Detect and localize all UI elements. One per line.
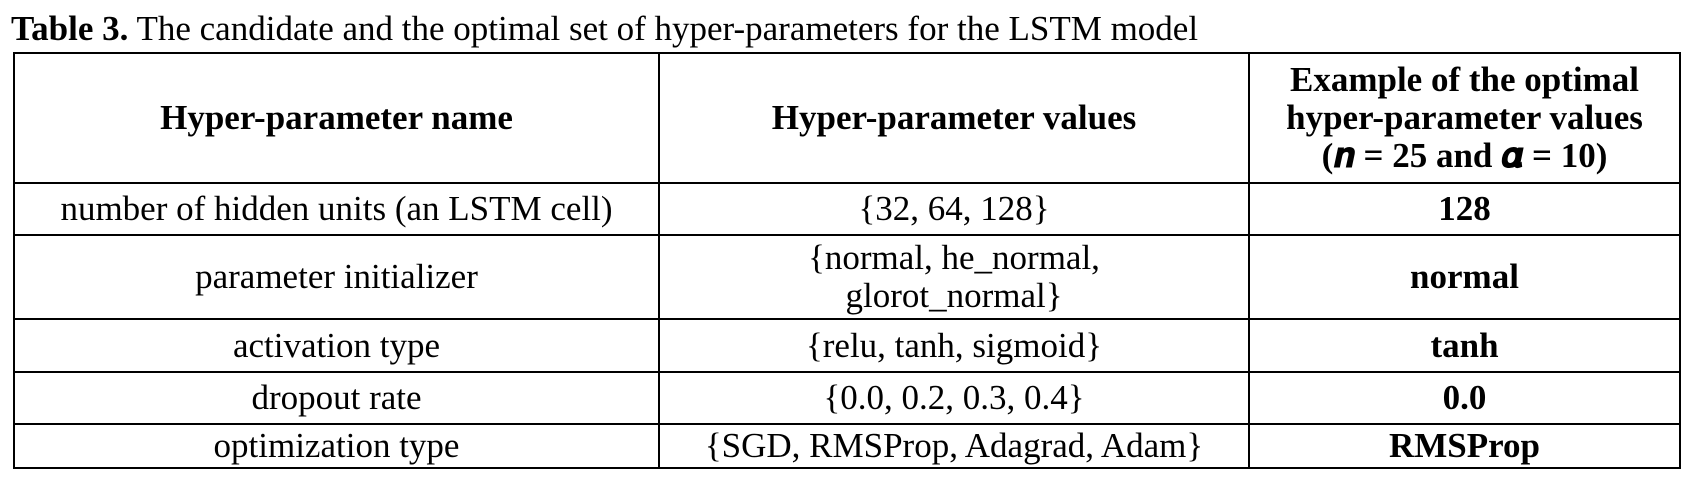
table-row: optimization type {SGD, RMSProp, Adagrad… <box>13 423 1681 469</box>
cell-values: {SGD, RMSProp, Adagrad, Adam} <box>658 423 1250 469</box>
cell-optimal: RMSProp <box>1248 423 1681 469</box>
header-optimal-line2: hyper-parameter values <box>1286 98 1643 137</box>
cell-name: optimization type <box>13 423 660 469</box>
cell-optimal: 0.0 <box>1248 371 1681 425</box>
header-optimal: Example of the optimal hyper-parameter v… <box>1248 52 1681 184</box>
cell-name: parameter initializer <box>13 234 660 320</box>
cell-values: {0.0, 0.2, 0.3, 0.4} <box>658 371 1250 425</box>
header-optimal-line3: (𝒏 = 25 and 𝜶 = 10) <box>1321 136 1608 175</box>
header-name: Hyper-parameter name <box>13 52 660 184</box>
header-values: Hyper-parameter values <box>658 52 1250 184</box>
cell-values: {normal, he_normal, glorot_normal} <box>658 234 1250 320</box>
table-row: activation type {relu, tanh, sigmoid} ta… <box>13 318 1681 373</box>
cell-name: activation type <box>13 318 660 373</box>
table-row: parameter initializer {normal, he_normal… <box>13 234 1681 320</box>
cell-optimal: tanh <box>1248 318 1681 373</box>
table-row: number of hidden units (an LSTM cell) {3… <box>13 182 1681 236</box>
table-header-row: Hyper-parameter name Hyper-parameter val… <box>13 52 1681 184</box>
cell-values: {relu, tanh, sigmoid} <box>658 318 1250 373</box>
cell-name: dropout rate <box>13 371 660 425</box>
hyperparameter-table: Hyper-parameter name Hyper-parameter val… <box>13 52 1681 469</box>
caption-label: Table 3. <box>11 9 129 48</box>
table-caption: Table 3. The candidate and the optimal s… <box>11 8 1198 50</box>
caption-text: The candidate and the optimal set of hyp… <box>136 9 1199 48</box>
cell-values-line1: {normal, he_normal, <box>808 238 1100 277</box>
cell-name: number of hidden units (an LSTM cell) <box>13 182 660 236</box>
table-row: dropout rate {0.0, 0.2, 0.3, 0.4} 0.0 <box>13 371 1681 425</box>
cell-optimal: normal <box>1248 234 1681 320</box>
cell-values: {32, 64, 128} <box>658 182 1250 236</box>
cell-values-line2: glorot_normal} <box>845 276 1063 315</box>
cell-optimal: 128 <box>1248 182 1681 236</box>
header-optimal-line1: Example of the optimal <box>1289 60 1639 99</box>
